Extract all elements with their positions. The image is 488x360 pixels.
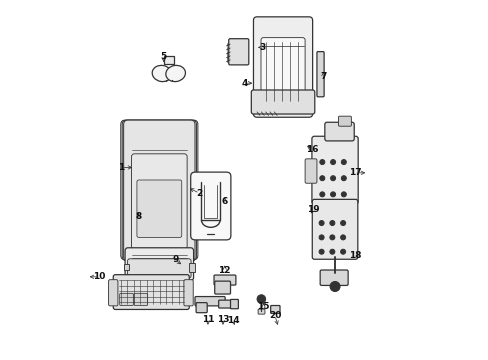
FancyBboxPatch shape (214, 281, 230, 294)
Circle shape (257, 295, 265, 303)
Text: 7: 7 (320, 72, 326, 81)
FancyBboxPatch shape (305, 159, 316, 183)
Ellipse shape (165, 66, 185, 82)
FancyBboxPatch shape (258, 309, 264, 314)
Circle shape (340, 221, 345, 226)
FancyBboxPatch shape (228, 39, 248, 65)
FancyBboxPatch shape (251, 90, 314, 114)
Circle shape (319, 159, 324, 165)
FancyBboxPatch shape (134, 293, 147, 306)
Circle shape (319, 176, 324, 181)
FancyBboxPatch shape (131, 154, 187, 249)
Circle shape (341, 176, 346, 181)
Text: 9: 9 (172, 255, 178, 264)
Circle shape (340, 235, 345, 240)
FancyBboxPatch shape (122, 120, 196, 261)
FancyBboxPatch shape (312, 199, 357, 259)
Text: 10: 10 (93, 272, 105, 281)
FancyBboxPatch shape (123, 120, 195, 261)
Circle shape (341, 192, 346, 197)
FancyBboxPatch shape (320, 270, 347, 285)
Circle shape (319, 249, 324, 254)
Text: 6: 6 (221, 197, 227, 206)
Circle shape (329, 249, 334, 254)
Circle shape (319, 235, 324, 240)
Text: 17: 17 (348, 168, 361, 177)
FancyBboxPatch shape (261, 38, 305, 107)
Text: 14: 14 (226, 316, 239, 325)
Text: 3: 3 (259, 43, 265, 52)
FancyBboxPatch shape (311, 136, 357, 204)
Text: 2: 2 (196, 189, 203, 198)
Text: 19: 19 (307, 205, 319, 214)
Text: 20: 20 (268, 311, 281, 320)
FancyBboxPatch shape (338, 116, 351, 126)
Circle shape (329, 282, 339, 292)
FancyBboxPatch shape (195, 297, 224, 306)
Text: 15: 15 (257, 302, 269, 311)
Circle shape (330, 159, 335, 165)
FancyBboxPatch shape (253, 17, 312, 117)
Circle shape (319, 221, 324, 226)
Circle shape (156, 249, 162, 255)
Circle shape (341, 159, 346, 165)
FancyBboxPatch shape (137, 180, 182, 237)
FancyBboxPatch shape (120, 293, 133, 306)
FancyBboxPatch shape (183, 280, 193, 306)
Circle shape (340, 249, 345, 254)
FancyBboxPatch shape (113, 275, 189, 310)
Text: 4: 4 (241, 79, 247, 88)
Text: 11: 11 (201, 315, 214, 324)
FancyBboxPatch shape (230, 300, 238, 309)
FancyBboxPatch shape (127, 259, 191, 278)
FancyBboxPatch shape (214, 275, 235, 285)
Ellipse shape (152, 66, 171, 82)
FancyBboxPatch shape (270, 306, 280, 314)
Circle shape (319, 192, 324, 197)
FancyBboxPatch shape (324, 122, 353, 141)
Text: 5: 5 (161, 52, 166, 61)
Text: 1: 1 (118, 163, 123, 172)
Bar (163, 56, 174, 64)
FancyBboxPatch shape (316, 51, 324, 97)
FancyBboxPatch shape (121, 120, 198, 260)
Circle shape (330, 176, 335, 181)
FancyBboxPatch shape (218, 300, 230, 308)
Text: 18: 18 (349, 251, 361, 260)
Text: 12: 12 (218, 266, 230, 275)
FancyBboxPatch shape (108, 280, 118, 306)
Text: 13: 13 (216, 315, 229, 324)
FancyBboxPatch shape (190, 172, 230, 240)
Circle shape (330, 192, 335, 197)
Text: 16: 16 (306, 145, 318, 154)
Circle shape (329, 235, 334, 240)
FancyBboxPatch shape (125, 248, 193, 280)
Circle shape (329, 221, 334, 226)
Bar (188, 263, 195, 272)
Text: 8: 8 (135, 212, 142, 221)
FancyBboxPatch shape (196, 303, 207, 313)
Bar (123, 264, 129, 270)
